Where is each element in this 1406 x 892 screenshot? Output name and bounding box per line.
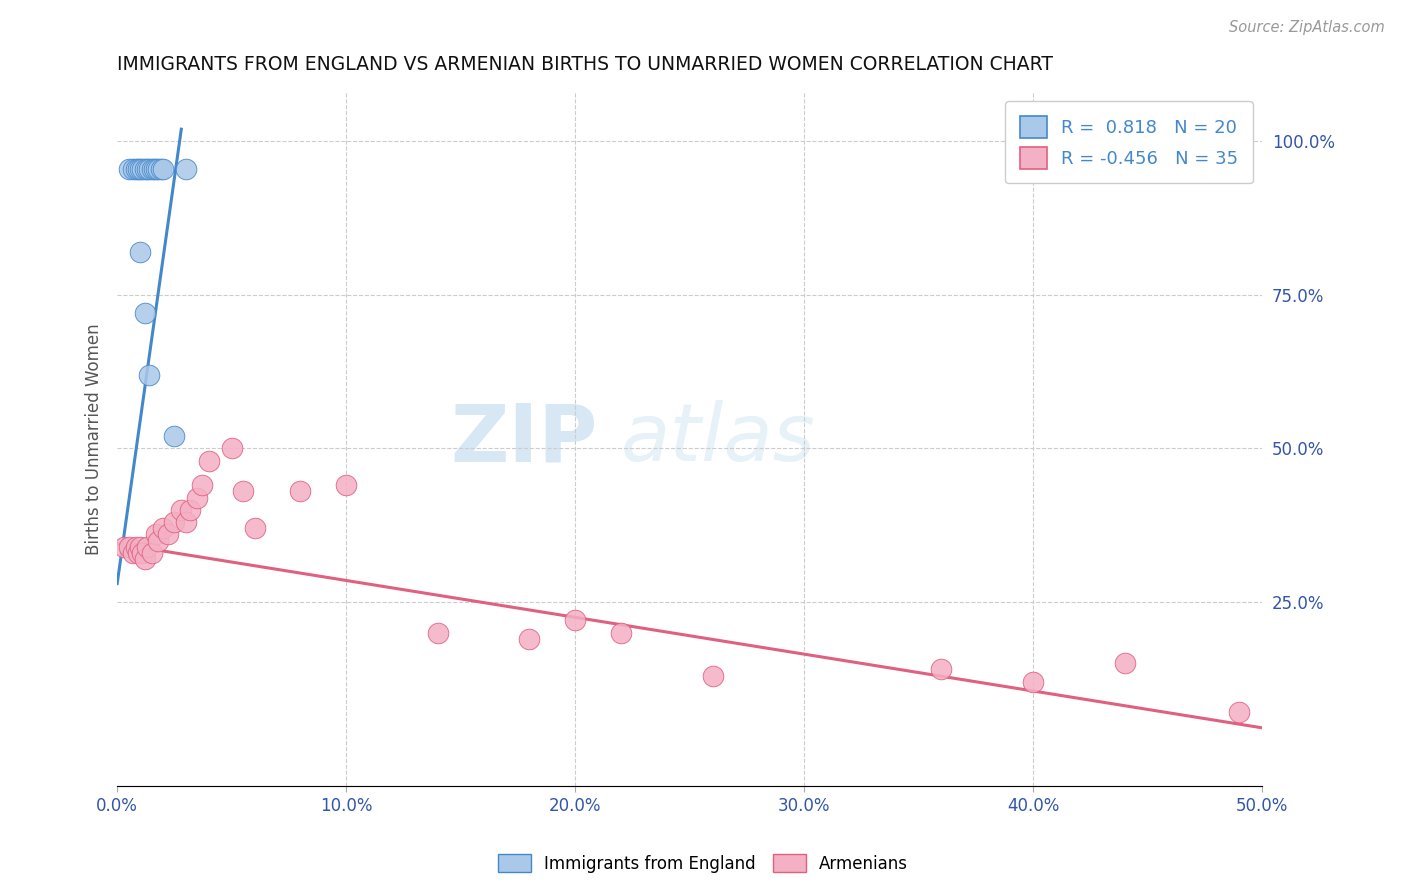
Point [517,632,540,646]
Point [197,454,219,468]
Point [127,162,149,177]
Point [191,478,214,492]
Point [142,162,165,177]
Text: IMMIGRANTS FROM ENGLAND VS ARMENIAN BIRTHS TO UNMARRIED WOMEN CORRELATION CHART: IMMIGRANTS FROM ENGLAND VS ARMENIAN BIRT… [117,55,1053,74]
Point [152,162,174,177]
Point [134,306,156,320]
Text: ZIP: ZIP [451,401,598,478]
Point [122,162,145,177]
Point [145,162,167,177]
Point [290,484,312,499]
Point [702,668,724,682]
Point [426,625,449,640]
Point [148,533,170,548]
Point [134,552,156,566]
Y-axis label: Births to Unmarried Women: Births to Unmarried Women [86,324,103,555]
Point [134,162,156,177]
Point [232,484,254,499]
Point [163,429,186,443]
Point [170,503,193,517]
Point [174,515,197,529]
Point [243,521,266,535]
Point [221,442,243,456]
Point [136,540,159,554]
Point [145,527,167,541]
Legend: R =  0.818   N = 20, R = -0.456   N = 35: R = 0.818 N = 20, R = -0.456 N = 35 [1005,102,1253,184]
Point [136,162,159,177]
Point [131,546,153,560]
Point [174,162,197,177]
Point [163,515,186,529]
Point [931,663,953,677]
Point [138,368,160,382]
Text: Source: ZipAtlas.com: Source: ZipAtlas.com [1229,20,1385,35]
Point [141,162,163,177]
Point [141,546,163,560]
Point [149,162,172,177]
Point [129,245,152,260]
Text: atlas: atlas [621,401,815,478]
Point [131,162,153,177]
Point [117,540,139,554]
Point [129,540,152,554]
Point [1227,706,1250,720]
Point [122,546,145,560]
Point [129,162,152,177]
Point [124,162,146,177]
Point [138,162,160,177]
Point [1114,657,1136,671]
Point [112,540,135,554]
Point [179,503,201,517]
Point [148,162,170,177]
Point [127,546,149,560]
Point [124,540,146,554]
Point [152,521,174,535]
Point [564,613,586,627]
Point [1022,674,1045,689]
Point [156,527,179,541]
Point [117,162,139,177]
Point [610,625,633,640]
Point [335,478,357,492]
Point [186,491,208,505]
Legend: Immigrants from England, Armenians: Immigrants from England, Armenians [491,847,915,880]
